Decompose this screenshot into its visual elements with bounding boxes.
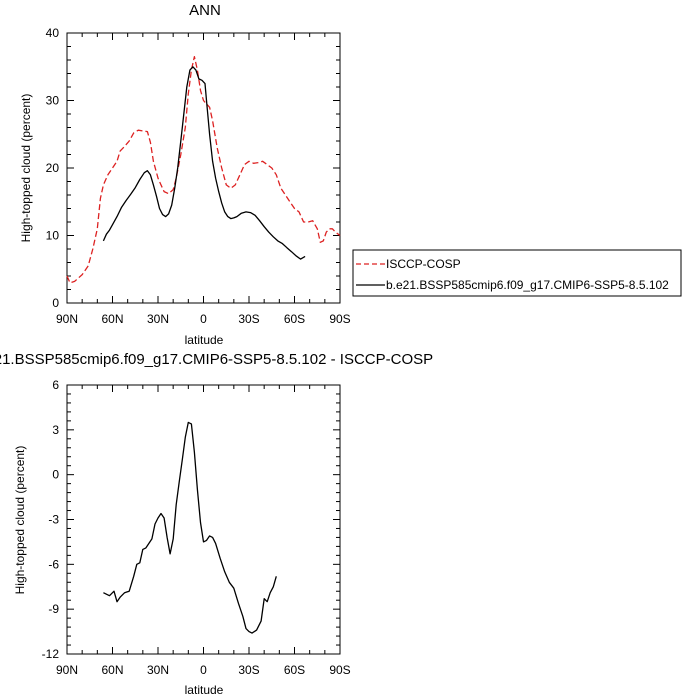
bottom-x-tick-label: 90N (56, 663, 78, 677)
legend-label-isccp: ISCCP-COSP (386, 257, 461, 271)
top-series-layer (66, 55, 341, 284)
bottom-y-axis-label: High-topped cloud (percent) (13, 446, 27, 595)
top-y-tick-label: 20 (46, 161, 60, 175)
bottom-y-tick-label: 3 (52, 423, 59, 437)
bottom-series-line-0 (103, 421, 277, 634)
bottom-plot-frame (66, 384, 341, 655)
bottom-x-tick-label: 30S (238, 663, 259, 677)
bottom-y-tick-label: -3 (48, 513, 59, 527)
legend: ISCCP-COSP b.e21.BSSP585cmip6.f09_g17.CM… (352, 249, 682, 297)
bottom-y-tick-label: -6 (48, 557, 59, 571)
top-series-line-0 (66, 55, 341, 284)
top-x-tick-label: 90N (56, 312, 78, 326)
top-x-tick-label: 0 (200, 312, 207, 326)
top-x-tick-label: 60N (101, 312, 123, 326)
top-x-tick-label: 90S (329, 312, 350, 326)
top-y-axis-label: High-topped cloud (percent) (19, 94, 33, 243)
top-x-tick-label: 30N (147, 312, 169, 326)
bottom-y-tick-label: -12 (42, 647, 60, 661)
bottom-y-tick-label: 6 (52, 378, 59, 392)
bottom-x-tick-label: 60N (101, 663, 123, 677)
top-x-tick-label: 60S (284, 312, 305, 326)
top-y-tick-label: 0 (52, 296, 59, 310)
top-panel: ANN 90N 60N 30N 0 30S 60S 90S 0 10 20 30 40 latitud… (19, 2, 351, 347)
bottom-series-layer (103, 421, 277, 634)
top-chart-title: ANN (189, 2, 221, 19)
top-axes: 90N 60N 30N 0 30S 60S 90S 0 10 20 30 40 (46, 26, 351, 326)
legend-box (352, 249, 682, 297)
bottom-chart-title: b.e21.BSSP585cmip6.f09_g17.CMIP6-SSP5-8.… (0, 351, 433, 368)
bottom-axes: 90N 60N 30N 0 30S 60S 90S -12 -9 -6 -3 0 3 6 (42, 378, 351, 677)
top-y-tick-label: 30 (46, 94, 60, 108)
top-x-axis-label: latitude (185, 333, 224, 347)
top-y-tick-label: 10 (46, 229, 60, 243)
bottom-x-tick-label: 60S (284, 663, 305, 677)
top-plot-frame (66, 32, 341, 304)
bottom-y-tick-label: -9 (48, 602, 59, 616)
legend-label-model: b.e21.BSSP585cmip6.f09_g17.CMIP6-SSP5-8.… (386, 278, 669, 292)
bottom-y-tick-label: 0 (52, 468, 59, 482)
top-series-line-1 (102, 66, 306, 260)
top-y-tick-label: 40 (46, 26, 60, 40)
bottom-x-tick-label: 90S (329, 663, 350, 677)
top-x-tick-label: 30S (238, 312, 259, 326)
bottom-x-tick-label: 30N (147, 663, 169, 677)
bottom-x-tick-label: 0 (200, 663, 207, 677)
bottom-x-axis-label: latitude (185, 683, 224, 697)
bottom-panel: b.e21.BSSP585cmip6.f09_g17.CMIP6-SSP5-8.… (0, 351, 433, 697)
